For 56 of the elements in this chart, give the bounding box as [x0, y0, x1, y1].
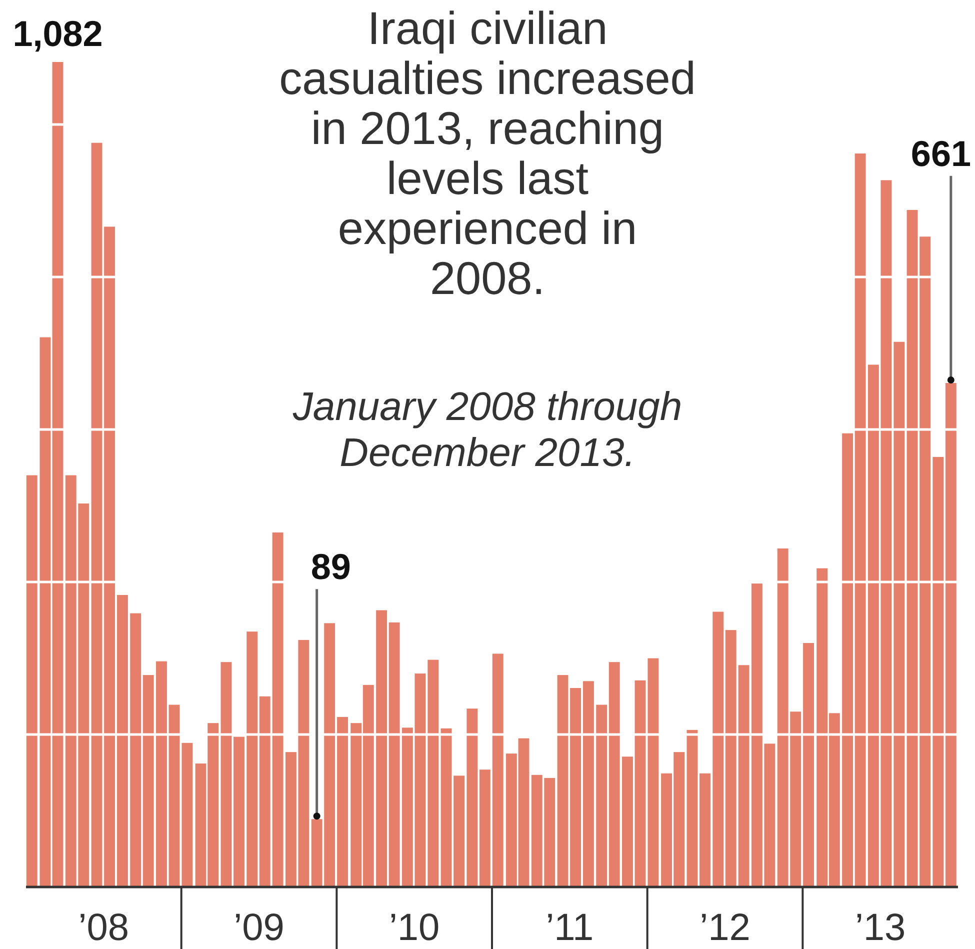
- bar: [596, 704, 608, 887]
- x-tick-label: ’09: [234, 907, 284, 949]
- bar: [156, 661, 167, 887]
- bar: [246, 632, 258, 887]
- text: January 2008 through December 2013.: [292, 385, 682, 475]
- bar: [686, 730, 698, 887]
- bar: [428, 660, 439, 887]
- bar: [182, 742, 193, 887]
- x-tick-label: ’08: [78, 907, 130, 949]
- bar: [259, 696, 270, 887]
- bar: [479, 770, 490, 887]
- bar: [220, 662, 232, 887]
- bar: [142, 675, 154, 887]
- bar: [233, 736, 244, 887]
- bar: [116, 594, 128, 887]
- bar: [570, 688, 581, 887]
- bar: [803, 643, 814, 887]
- bar: [932, 456, 944, 887]
- bar: [854, 153, 866, 887]
- data-label: 661: [910, 132, 972, 174]
- bar: [466, 708, 478, 887]
- bar: [725, 630, 736, 887]
- bar: [894, 342, 905, 887]
- bar: [388, 622, 400, 887]
- bar: [557, 675, 568, 887]
- x-tick-label: ’12: [700, 907, 750, 949]
- bar: [906, 210, 918, 887]
- bar: [337, 716, 348, 887]
- bar: [699, 773, 710, 887]
- bar: [622, 756, 633, 887]
- bar: [608, 662, 620, 887]
- bar: [376, 610, 388, 887]
- bar: [842, 433, 854, 887]
- bar: [52, 62, 64, 887]
- data-label: 89: [310, 546, 351, 588]
- x-tick-label: ’11: [546, 907, 594, 949]
- bar: [738, 665, 750, 887]
- bar: [582, 681, 594, 887]
- bar: [920, 236, 930, 887]
- bar: [130, 613, 142, 887]
- text: Iraqi civilian casualties increased in 2013, reaching levels last experienced in 2008.: [279, 2, 696, 304]
- bar: [454, 776, 464, 887]
- bar: [492, 654, 504, 887]
- x-tick-label: ’10: [388, 907, 440, 949]
- bar: [440, 728, 452, 887]
- bar: [26, 475, 38, 887]
- bar: [712, 612, 724, 887]
- bar: [168, 704, 180, 887]
- bar: [648, 658, 659, 887]
- bar: [40, 337, 51, 887]
- bar: [91, 142, 102, 887]
- bar: [272, 532, 284, 887]
- data-label: 1,082: [12, 13, 103, 54]
- x-tick-label: ’13: [854, 907, 906, 949]
- bar: [634, 680, 646, 887]
- bar: [104, 226, 115, 887]
